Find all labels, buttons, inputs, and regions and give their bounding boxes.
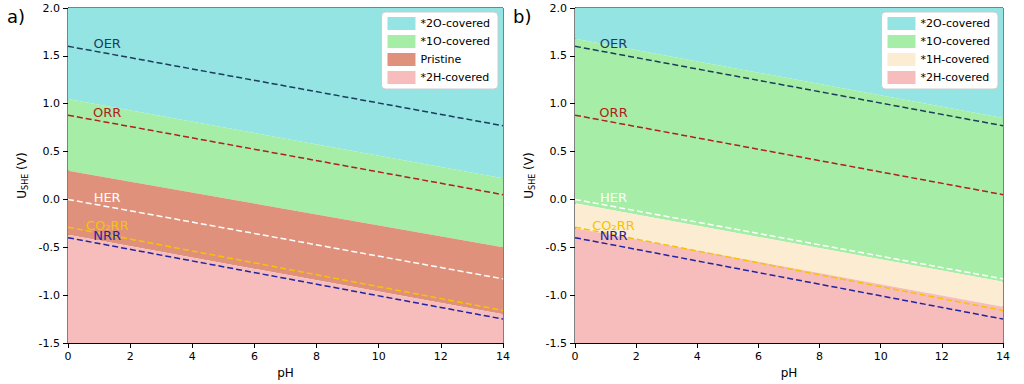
svg-text:pH: pH	[781, 366, 798, 380]
svg-text:2: 2	[633, 350, 640, 363]
svg-text:0.0: 0.0	[43, 193, 61, 206]
svg-text:1.0: 1.0	[550, 97, 568, 110]
svg-text:*2O-covered: *2O-covered	[420, 17, 490, 30]
svg-text:-1.0: -1.0	[39, 289, 60, 302]
svg-text:CO₂RR: CO₂RR	[592, 217, 635, 233]
svg-text:2.0: 2.0	[43, 2, 61, 15]
svg-text:OER: OER	[600, 36, 627, 51]
svg-text:1.0: 1.0	[43, 97, 61, 110]
svg-text:pH: pH	[277, 366, 294, 380]
svg-text:SHE: SHE	[528, 174, 537, 190]
svg-text:U: U	[522, 190, 536, 199]
svg-text:Pristine: Pristine	[420, 53, 461, 66]
svg-text:8: 8	[313, 350, 320, 363]
svg-text:2.0: 2.0	[550, 2, 568, 15]
svg-text:2: 2	[127, 350, 134, 363]
svg-text:0: 0	[65, 350, 72, 363]
svg-text:NRR: NRR	[600, 228, 628, 243]
svg-text:a): a)	[7, 6, 25, 27]
svg-text:0: 0	[572, 350, 579, 363]
svg-text:-1.5: -1.5	[546, 337, 567, 350]
svg-text:ORR: ORR	[93, 105, 121, 120]
svg-text:1.5: 1.5	[550, 49, 568, 62]
svg-text:0.5: 0.5	[43, 145, 61, 158]
svg-text:-0.5: -0.5	[546, 241, 567, 254]
svg-text:0.0: 0.0	[550, 193, 568, 206]
svg-text:NRR: NRR	[93, 228, 121, 243]
svg-text:HER: HER	[94, 190, 121, 205]
svg-text:4: 4	[694, 350, 701, 363]
svg-text:HER: HER	[600, 190, 627, 205]
svg-text:0.5: 0.5	[550, 145, 568, 158]
svg-text:14: 14	[996, 350, 1010, 363]
svg-text:U: U	[15, 190, 29, 199]
svg-text:-1.0: -1.0	[546, 289, 567, 302]
svg-text:*1O-covered: *1O-covered	[920, 35, 990, 48]
svg-text:14: 14	[496, 350, 510, 363]
svg-text:OER: OER	[93, 36, 120, 51]
svg-text:*2O-covered: *2O-covered	[920, 17, 990, 30]
svg-text:(V): (V)	[522, 152, 536, 173]
svg-text:(V): (V)	[15, 152, 29, 173]
svg-text:*1H-covered: *1H-covered	[920, 53, 989, 66]
svg-text:*2H-covered: *2H-covered	[420, 71, 489, 84]
svg-text:*2H-covered: *2H-covered	[920, 71, 989, 84]
svg-text:CO₂RR: CO₂RR	[85, 217, 129, 233]
svg-text:1.5: 1.5	[43, 49, 61, 62]
svg-text:ORR: ORR	[599, 105, 627, 120]
svg-text:*1O-covered: *1O-covered	[420, 35, 490, 48]
svg-text:4: 4	[189, 350, 196, 363]
svg-text:10: 10	[874, 350, 888, 363]
svg-text:6: 6	[755, 350, 762, 363]
svg-text:12: 12	[434, 350, 448, 363]
svg-text:12: 12	[935, 350, 949, 363]
svg-text:b): b)	[513, 6, 531, 27]
svg-text:10: 10	[372, 350, 386, 363]
svg-text:6: 6	[251, 350, 258, 363]
svg-text:-0.5: -0.5	[39, 241, 60, 254]
svg-text:-1.5: -1.5	[39, 337, 60, 350]
svg-text:8: 8	[816, 350, 823, 363]
svg-text:SHE: SHE	[21, 174, 30, 190]
